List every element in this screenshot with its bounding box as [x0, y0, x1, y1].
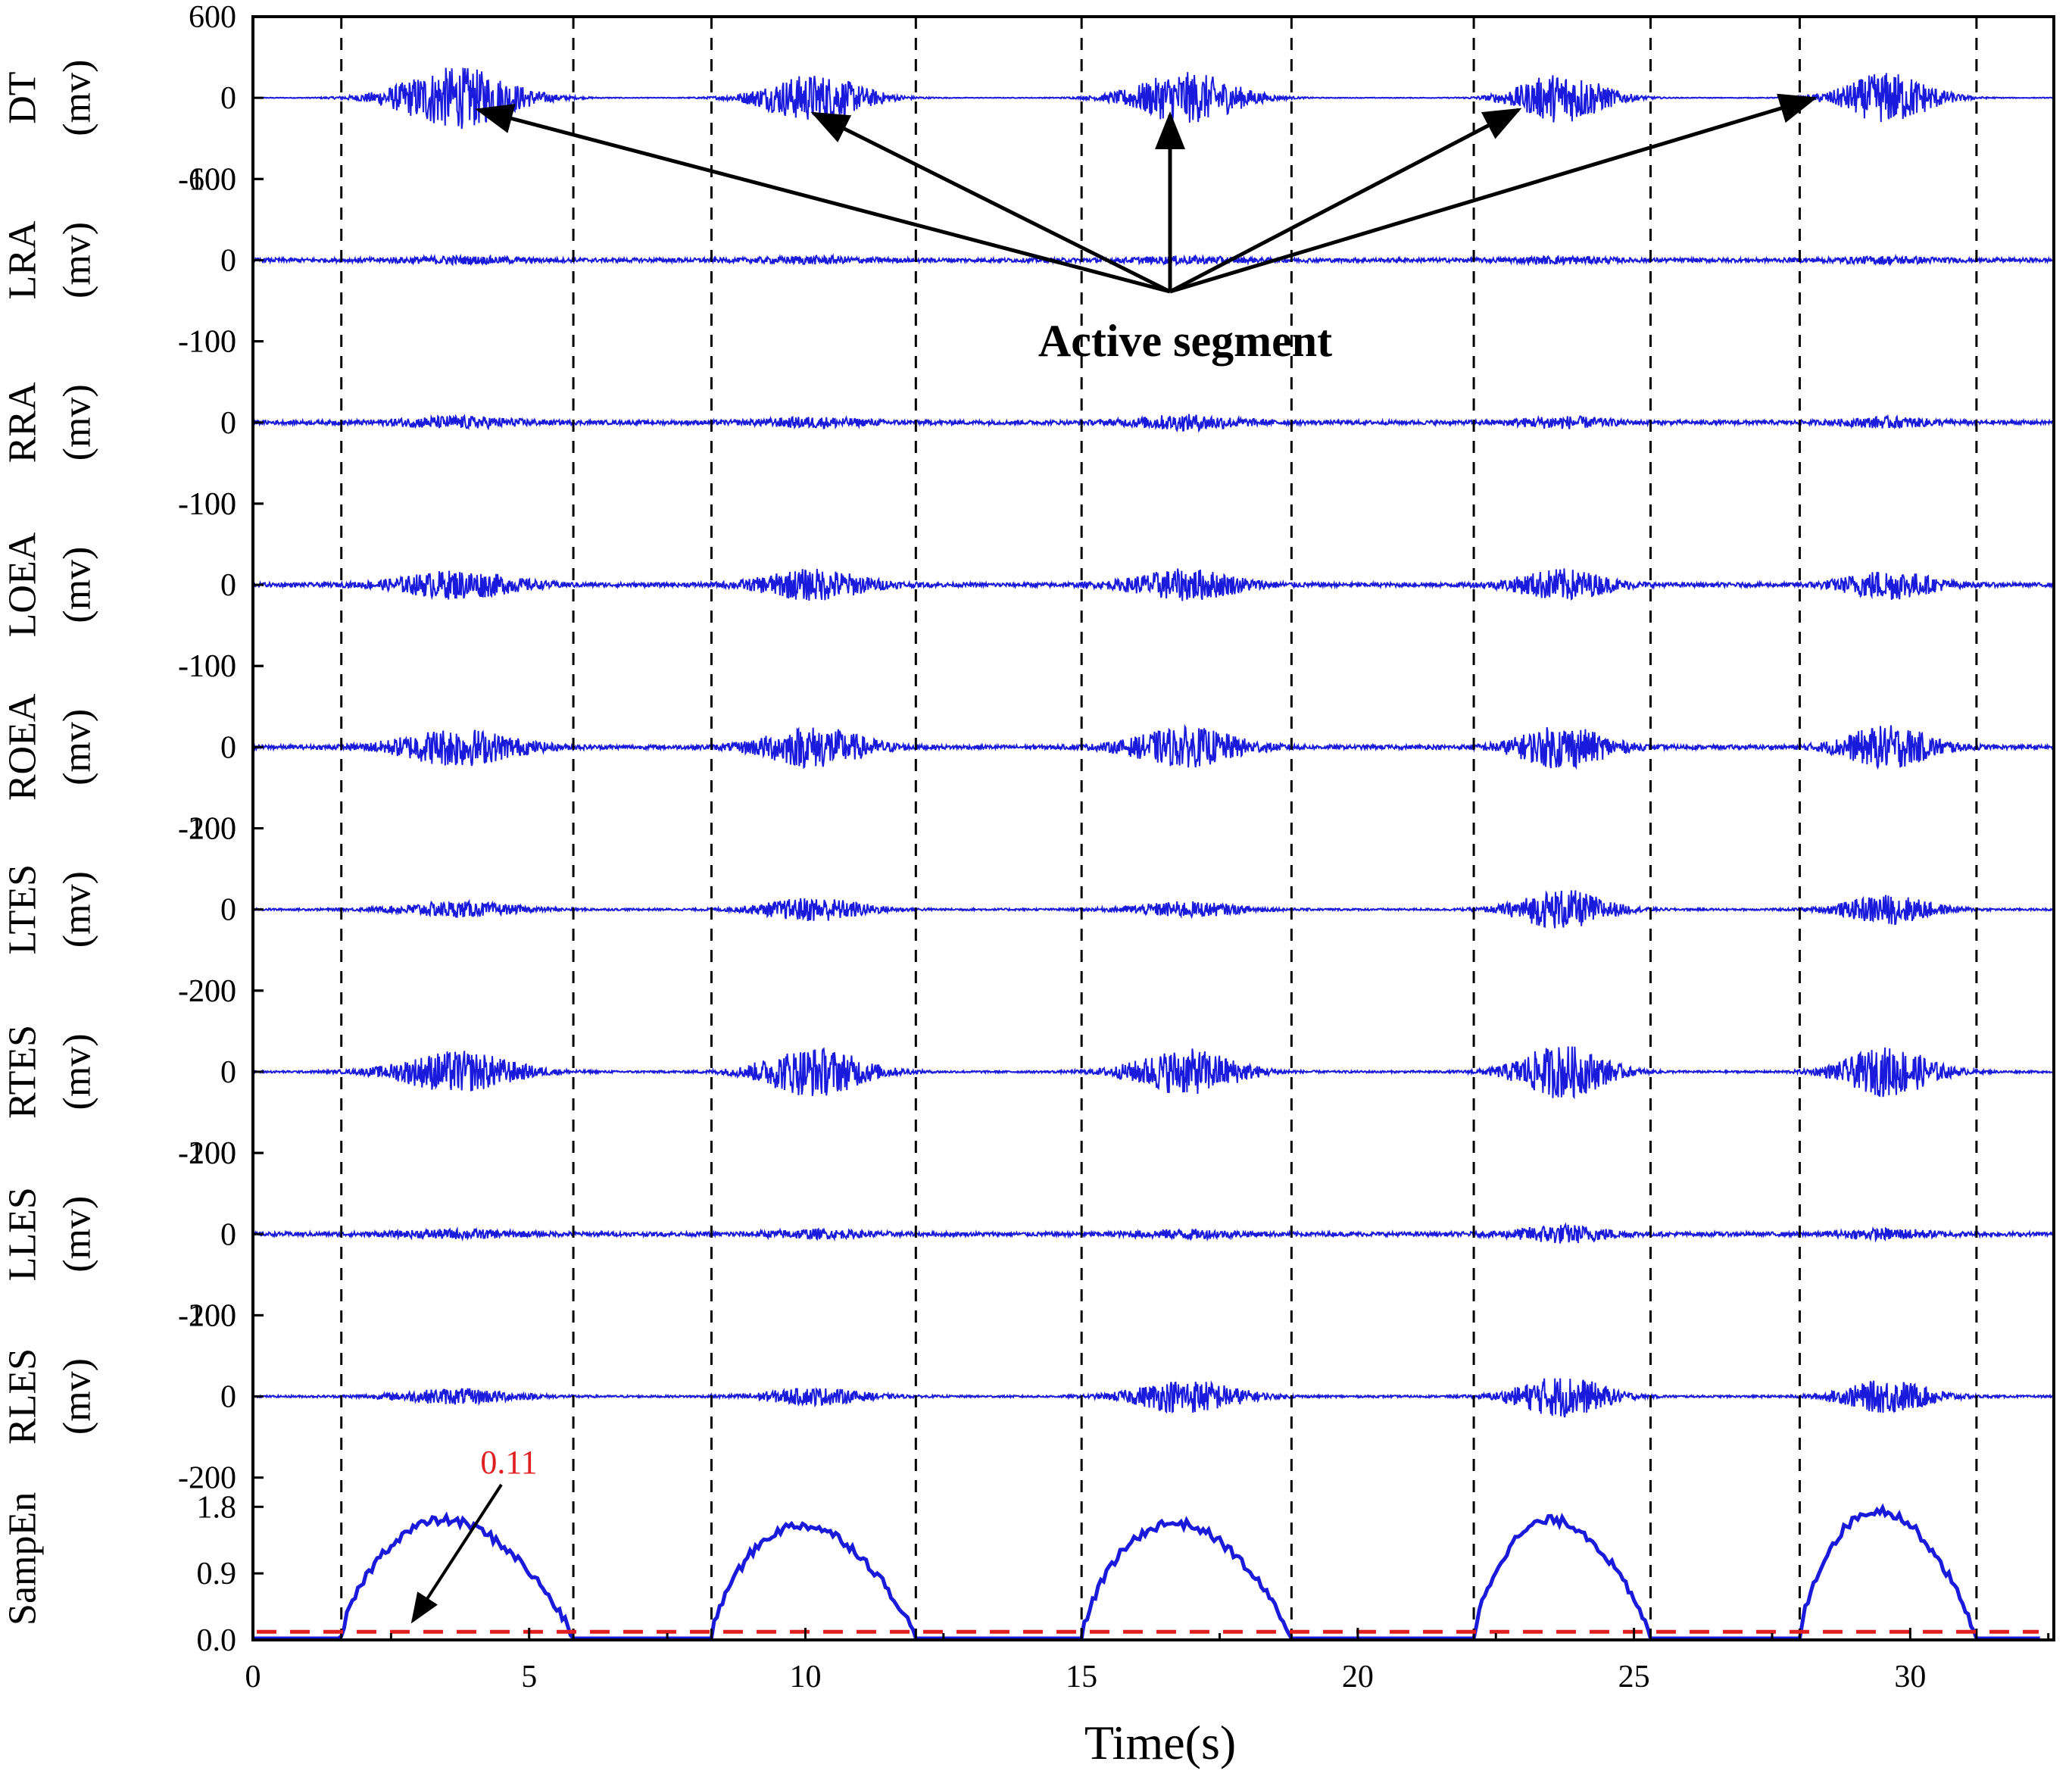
signal-trace-LOEA: [252, 568, 2055, 601]
y-tick-label: 0: [220, 730, 236, 765]
y-tick-label: 200: [189, 812, 236, 847]
y-tick-label: -200: [178, 1461, 236, 1496]
y-tick-label: 200: [189, 974, 236, 1009]
channel-unit: (mv): [56, 709, 99, 785]
signal-traces: [252, 67, 2055, 1641]
x-tick-label: 10: [789, 1660, 821, 1694]
channel-name: LLES: [2, 1187, 45, 1281]
y-tick-label: 100: [189, 1136, 236, 1171]
y-axis: 600 0 -600 DT (mv) 100 0 -100 LRA (mv) 100 0 -100 RRA…: [2, 0, 264, 1658]
threshold-arrow: [410, 1483, 503, 1624]
y-tick-label: 0: [220, 1380, 236, 1415]
y-tick-label: -100: [178, 487, 236, 522]
y-tick-label: 200: [189, 1298, 236, 1333]
active-segment-arrow: [810, 111, 1172, 294]
annotation-arrows: [410, 93, 1818, 1624]
y-tick-label: -200: [178, 974, 236, 1009]
channel-name: LTES: [2, 864, 45, 954]
channel-unit: (mv): [56, 1033, 99, 1110]
channel-name: LOEA: [2, 532, 45, 637]
x-tick-label: 5: [521, 1660, 537, 1694]
channel-unit: (mv): [56, 1196, 99, 1273]
x-axis-title: Time(s): [1084, 1716, 1236, 1769]
channel-unit: (mv): [56, 1358, 99, 1435]
threshold-value-label: 0.11: [480, 1444, 537, 1481]
channel-unit: (mv): [56, 384, 99, 461]
signal-trace-DT: [252, 67, 2054, 130]
y-tick-label: 0: [220, 243, 236, 278]
y-tick-label: -600: [178, 162, 236, 197]
active-segment-arrow: [1169, 93, 1818, 294]
x-tick-label: 25: [1618, 1660, 1650, 1694]
y-tick-label: -200: [178, 1136, 236, 1171]
y-tick-label: 0: [220, 568, 236, 603]
y-tick-label: 100: [189, 325, 236, 360]
y-tick-label: 100: [189, 649, 236, 684]
signal-trace-RTES: [252, 1046, 2055, 1100]
channel-name: DT: [2, 71, 45, 123]
signal-trace-ROEA: [252, 723, 2055, 770]
signal-trace-LRA: [252, 252, 2054, 267]
channel-name: LRA: [2, 220, 45, 299]
channel-unit: (mv): [56, 547, 99, 623]
x-tick-label: 0: [245, 1660, 261, 1694]
segment-boundaries: [340, 17, 1978, 1640]
signal-trace-LLES: [252, 1222, 2055, 1244]
y-tick-label: 100: [189, 162, 236, 197]
signal-trace-RLES: [252, 1378, 2054, 1418]
y-tick-label: 0: [220, 81, 236, 116]
active-segment-arrow: [1169, 108, 1522, 294]
channel-unit: (mv): [56, 60, 99, 136]
y-tick-label: 0: [220, 1055, 236, 1090]
active-segment-arrow: [475, 104, 1171, 294]
channel-name: ROEA: [2, 693, 45, 801]
y-tick-label: 100: [189, 487, 236, 522]
sampen-curve: [253, 1503, 2040, 1641]
y-tick-label: 0: [220, 1217, 236, 1252]
y-tick-label: 0: [220, 893, 236, 928]
y-tick-label: 1.8: [197, 1490, 237, 1525]
channel-name: RRA: [2, 382, 45, 463]
channel-name: RTES: [2, 1025, 45, 1119]
signal-trace-RRA: [252, 414, 2055, 433]
x-tick-label: 15: [1066, 1660, 1097, 1694]
signal-trace-LTES: [252, 890, 2054, 929]
y-tick-label: 0.0: [197, 1623, 237, 1658]
y-tick-label: 600: [189, 0, 236, 35]
channel-name: RLES: [2, 1348, 45, 1444]
channel-unit: (mv): [56, 222, 99, 298]
x-tick-label: 20: [1342, 1660, 1374, 1694]
x-axis: 0 5 10 15 20 25 30: [245, 1628, 2050, 1694]
channel-name: SampEn: [2, 1492, 45, 1626]
y-tick-label: 0: [220, 406, 236, 441]
channel-unit: (mv): [56, 871, 99, 948]
y-tick-label: -100: [178, 812, 236, 847]
active-segment-label: Active segment: [1038, 316, 1332, 366]
y-tick-label: -100: [178, 325, 236, 360]
y-tick-label: 0.9: [197, 1557, 237, 1591]
x-tick-label: 30: [1894, 1660, 1926, 1694]
y-tick-label: -100: [178, 649, 236, 684]
y-tick-label: -100: [178, 1298, 236, 1333]
